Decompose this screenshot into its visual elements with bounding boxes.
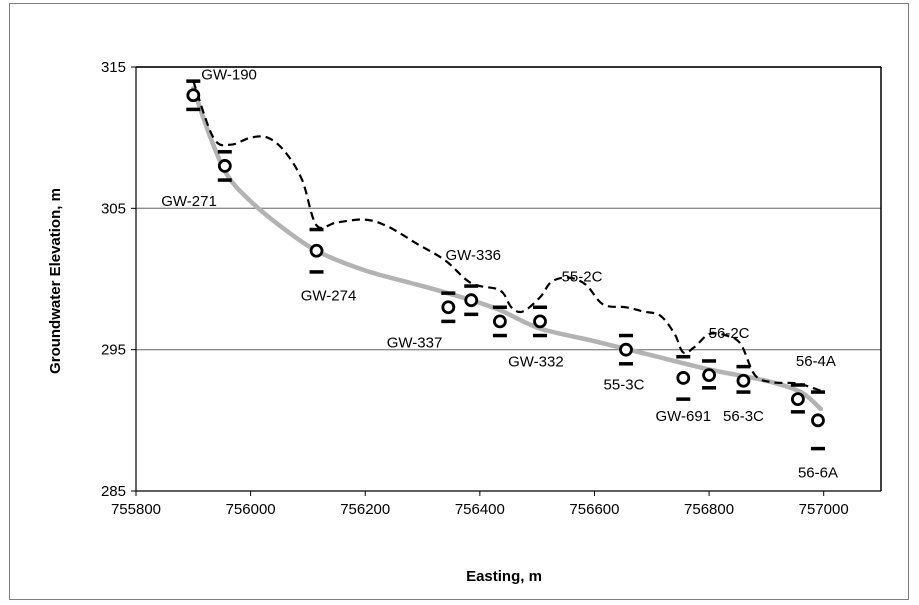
well-label: GW-332 — [508, 353, 564, 370]
well-label: 55-2C — [562, 268, 603, 285]
data-point — [441, 300, 456, 315]
x-tick-label: 757000 — [799, 501, 849, 518]
x-tick-label: 756000 — [226, 501, 276, 518]
data-point — [533, 314, 547, 329]
well-label: GW-271 — [161, 193, 217, 210]
data-point — [811, 413, 825, 428]
data-point — [791, 392, 805, 407]
data-point — [619, 342, 633, 357]
data-point — [464, 293, 479, 308]
well-label: 56-2C — [709, 325, 750, 342]
well-label: GW-336 — [445, 247, 501, 264]
grid-layer — [136, 66, 881, 351]
data-point — [493, 314, 507, 329]
x-axis-title: Easting, m — [466, 568, 542, 585]
y-tick-label: 295 — [101, 342, 126, 359]
data-point — [702, 368, 716, 383]
label-layer: GW-190 GW-271 GW-274 GW-337 GW-336 GW-332 55-2… — [161, 66, 838, 481]
x-tick-label: 756800 — [684, 501, 734, 518]
well-label: 56-4A — [796, 353, 836, 370]
data-point — [217, 159, 232, 173]
well-label: GW-190 — [201, 66, 257, 83]
groundwater-chart: 285 295 305 315 755800 756000 756200 756400 7566… — [47, 59, 882, 585]
y-tick-label: 315 — [101, 59, 126, 76]
data-point — [736, 373, 751, 388]
data-point — [186, 88, 201, 103]
fit-curve — [191, 85, 824, 412]
x-tick-label: 756400 — [455, 501, 505, 518]
data-point — [309, 243, 324, 258]
well-label: 56-3C — [723, 408, 764, 425]
x-tick-label: 756600 — [569, 501, 619, 518]
well-label: GW-691 — [655, 408, 711, 425]
well-label: GW-337 — [387, 334, 443, 351]
data-point — [676, 371, 691, 385]
x-tick-label: 756200 — [340, 501, 390, 518]
well-label: GW-274 — [301, 288, 357, 305]
series-layer — [186, 79, 825, 451]
axis-layer: 285 295 305 315 755800 756000 756200 756400 7566… — [101, 59, 882, 518]
well-label: 55-3C — [604, 377, 645, 394]
x-tick-label: 755800 — [111, 501, 161, 518]
well-label: 56-6A — [798, 464, 838, 481]
y-axis-title: Groundwater Elevation, m — [47, 188, 64, 374]
y-tick-label: 285 — [101, 483, 126, 500]
chart-frame: 285 295 305 315 755800 756000 756200 756400 7566… — [9, 3, 909, 600]
dashed-curve — [192, 80, 822, 392]
y-tick-label: 305 — [101, 200, 126, 217]
